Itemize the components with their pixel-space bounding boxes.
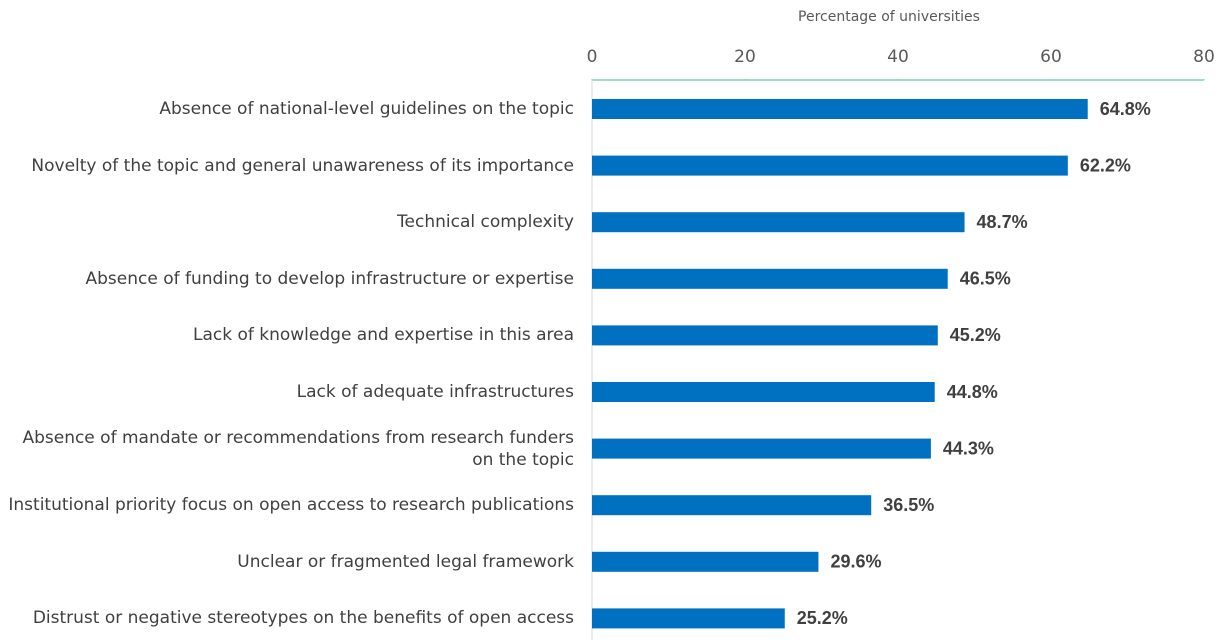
bar xyxy=(592,325,938,346)
value-label: 36.5% xyxy=(883,495,934,515)
bar xyxy=(592,268,948,289)
y-tick-label: Novelty of the topic and general unaware… xyxy=(31,155,574,176)
bar xyxy=(592,608,785,629)
x-tick-label: 20 xyxy=(734,47,756,67)
y-tick-label: Absence of national-level guidelines on … xyxy=(159,99,574,119)
bar xyxy=(592,551,819,572)
bar xyxy=(592,438,931,459)
y-tick-label: Unclear or fragmented legal framework xyxy=(237,551,574,572)
value-label: 45.2% xyxy=(950,325,1001,345)
bar xyxy=(592,99,1088,119)
value-label: 62.2% xyxy=(1080,155,1131,175)
y-tick-label: Lack of knowledge and expertise in this … xyxy=(192,325,574,346)
y-tick-label: Technical complexity xyxy=(397,212,574,233)
value-label: 29.6% xyxy=(830,552,881,572)
bar xyxy=(592,212,965,233)
bar xyxy=(592,155,1068,176)
value-label: 48.7% xyxy=(977,212,1028,232)
value-label: 64.8% xyxy=(1100,99,1151,119)
bar xyxy=(592,495,872,516)
x-tick-label: 40 xyxy=(887,47,909,67)
x-tick-label: 80 xyxy=(1193,47,1215,67)
x-tick-label: 0 xyxy=(587,47,598,67)
y-tick-label: Institutional priority focus on open acc… xyxy=(8,495,574,516)
y-tick-label: Absence of mandate or recommendations fr… xyxy=(22,427,574,470)
bar xyxy=(592,382,935,402)
axis-title: Percentage of universities xyxy=(798,9,980,25)
value-label: 44.8% xyxy=(947,382,998,402)
y-tick-label: Distrust or negative stereotypes on the … xyxy=(32,608,574,629)
y-tick-label: Absence of funding to develop infrastruc… xyxy=(85,268,574,289)
value-label: 25.2% xyxy=(797,608,848,628)
x-tick-label: 60 xyxy=(1040,47,1062,67)
value-label: 44.3% xyxy=(943,438,994,458)
value-label: 46.5% xyxy=(960,269,1011,289)
y-tick-label: Lack of adequate infrastructures xyxy=(296,382,574,402)
